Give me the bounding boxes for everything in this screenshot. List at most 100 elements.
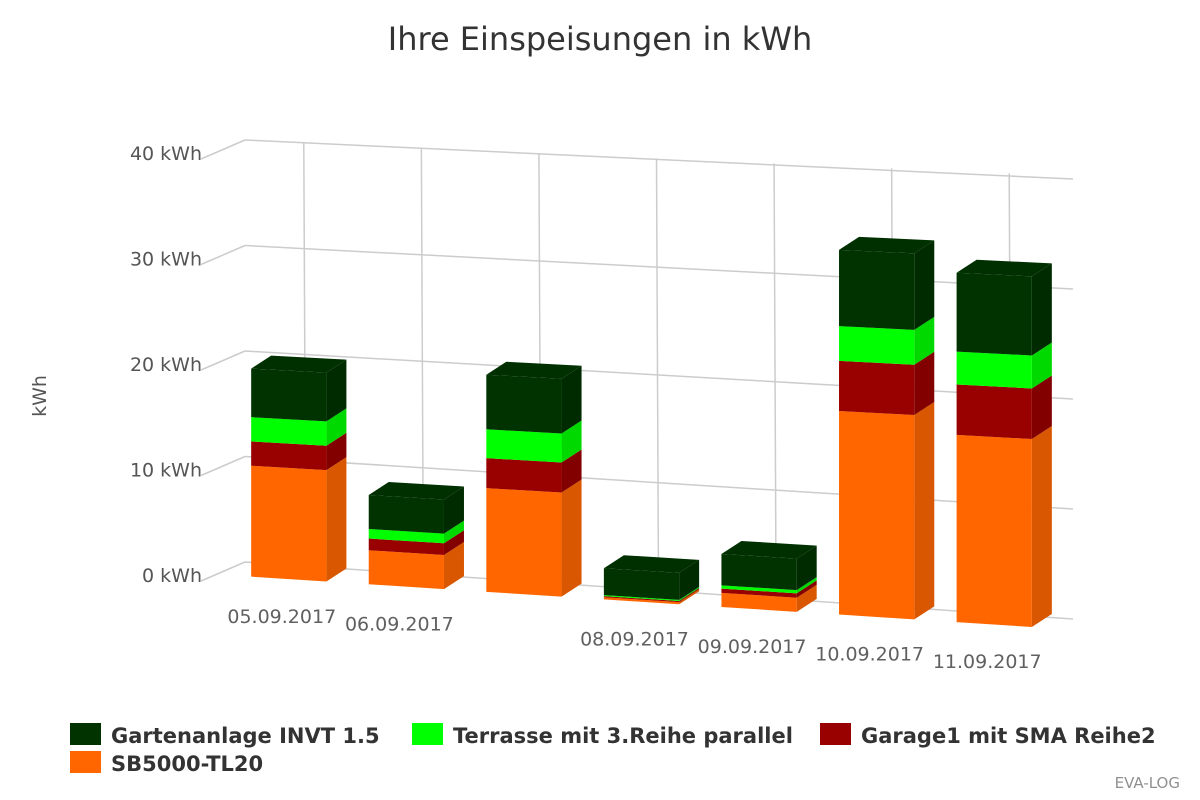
grid-line: [244, 350, 1074, 400]
bar-segment-garage1-mit-sma-reihe2-side[interactable]: [914, 351, 935, 416]
grid-line: [244, 455, 1074, 510]
bar-segment-garage1-mit-sma-reihe2[interactable]: [956, 384, 1032, 440]
bar-segment-sb5000-tl20[interactable]: [956, 434, 1032, 627]
bar-segment-garage1-mit-sma-reihe2[interactable]: [839, 360, 915, 416]
y-tick-label: 10 kWh: [130, 460, 202, 482]
x-tick-label: 08.09.2017: [580, 629, 689, 651]
bar-segment-sb5000-tl20[interactable]: [486, 488, 562, 597]
bar-segment-gartenanlage-invt-1-5[interactable]: [486, 374, 562, 434]
bar-segment-sb5000-tl20-side[interactable]: [1031, 426, 1052, 627]
bar-segment-garage1-mit-sma-reihe2[interactable]: [603, 596, 680, 603]
bar-segment-garage1-mit-sma-reihe2[interactable]: [368, 538, 444, 555]
grid-line: [244, 139, 1074, 180]
x-axis-labels: 05.09.2017 06.09.2017 08.09.2017 09.09.2017…: [227, 606, 1041, 673]
legend-item[interactable]: Gartenanlage INVT 1.5: [70, 723, 380, 748]
legend-swatch: [70, 751, 101, 773]
bar-segment-gartenanlage-invt-1-5-side[interactable]: [561, 365, 582, 434]
bar-segment-gartenanlage-invt-1-5[interactable]: [368, 494, 444, 534]
credit-label[interactable]: EVA-LOG: [1115, 774, 1180, 792]
bar-segment-terrasse-mit-3-reihe-parallel-side[interactable]: [443, 520, 464, 544]
bar-segment-sb5000-tl20[interactable]: [721, 592, 797, 612]
legend-item[interactable]: Garage1 mit SMA Reihe2: [820, 723, 1156, 748]
bar-stack[interactable]: [839, 236, 935, 620]
bar-segment-sb5000-tl20-side[interactable]: [679, 589, 700, 605]
bar-segment-garage1-mit-sma-reihe2-side[interactable]: [561, 449, 582, 493]
bar-segment-terrasse-mit-3-reihe-parallel[interactable]: [956, 351, 1032, 389]
bar-top[interactable]: [368, 481, 464, 500]
bar-segment-gartenanlage-invt-1-5-side[interactable]: [679, 559, 700, 600]
bar-segment-terrasse-mit-3-reihe-parallel[interactable]: [486, 429, 562, 463]
bar-segment-garage1-mit-sma-reihe2-side[interactable]: [326, 432, 347, 471]
bar-segment-terrasse-mit-3-reihe-parallel-side[interactable]: [679, 586, 700, 602]
bar-segment-terrasse-mit-3-reihe-parallel[interactable]: [603, 595, 680, 602]
bar-segment-gartenanlage-invt-1-5-side[interactable]: [443, 486, 464, 534]
y-axis-ticks: 0 kWh 10 kWh 20 kWh 30 kWh 40 kWh: [130, 143, 202, 587]
bar-stack[interactable]: [251, 355, 347, 582]
y-tick-label: 30 kWh: [130, 249, 202, 271]
bar-stack[interactable]: [486, 361, 582, 597]
x-tick-label: 10.09.2017: [815, 644, 924, 666]
bar-segment-gartenanlage-invt-1-5[interactable]: [251, 368, 327, 422]
bar-segment-garage1-mit-sma-reihe2[interactable]: [486, 458, 562, 493]
bar-segment-sb5000-tl20[interactable]: [839, 410, 915, 620]
bar-segment-terrasse-mit-3-reihe-parallel[interactable]: [251, 417, 327, 446]
legend-item[interactable]: Terrasse mit 3.Reihe parallel: [412, 723, 793, 748]
bar-segment-gartenanlage-invt-1-5[interactable]: [956, 272, 1032, 356]
bar-segment-gartenanlage-invt-1-5[interactable]: [839, 249, 915, 330]
legend-label: Garage1 mit SMA Reihe2: [861, 724, 1156, 748]
bar-segment-garage1-mit-sma-reihe2-side[interactable]: [443, 530, 464, 555]
bar-segment-sb5000-tl20[interactable]: [251, 465, 327, 582]
bar-top[interactable]: [251, 355, 347, 373]
bar-top[interactable]: [486, 361, 582, 379]
bar-top[interactable]: [603, 555, 700, 573]
bar-segment-garage1-mit-sma-reihe2-side[interactable]: [796, 580, 817, 598]
x-tick-label: 11.09.2017: [933, 651, 1042, 673]
bar-segment-terrasse-mit-3-reihe-parallel-side[interactable]: [561, 420, 582, 463]
bar-segment-gartenanlage-invt-1-5-side[interactable]: [796, 545, 817, 591]
grid-line-side: [200, 561, 246, 582]
y-axis-title: kWh: [29, 375, 51, 417]
grid-line-vertical: [655, 158, 660, 590]
bar-segment-gartenanlage-invt-1-5[interactable]: [603, 568, 680, 600]
bar-segment-terrasse-mit-3-reihe-parallel-side[interactable]: [1031, 342, 1052, 389]
grid-line: [244, 244, 1074, 290]
bar-segment-terrasse-mit-3-reihe-parallel-side[interactable]: [326, 408, 347, 446]
legend-item[interactable]: SB5000-TL20: [70, 751, 263, 776]
bar-top[interactable]: [839, 236, 935, 254]
legend[interactable]: Gartenanlage INVT 1.5 Terrasse mit 3.Reih…: [70, 723, 1156, 776]
bar-top[interactable]: [956, 259, 1052, 277]
legend-label: Gartenanlage INVT 1.5: [111, 724, 380, 748]
bar-stack[interactable]: [956, 259, 1052, 627]
bar-segment-gartenanlage-invt-1-5-side[interactable]: [326, 359, 347, 422]
bar-segment-sb5000-tl20[interactable]: [368, 550, 444, 590]
bar-segment-garage1-mit-sma-reihe2-side[interactable]: [1031, 375, 1052, 440]
bar-stack[interactable]: [603, 555, 700, 605]
bar-segment-sb5000-tl20-side[interactable]: [561, 479, 582, 597]
bar-segment-terrasse-mit-3-reihe-parallel[interactable]: [839, 326, 915, 365]
x-tick-label: 05.09.2017: [227, 606, 336, 628]
legend-swatch: [412, 723, 443, 745]
bar-segment-terrasse-mit-3-reihe-parallel-side[interactable]: [914, 316, 935, 365]
bar-segment-gartenanlage-invt-1-5-side[interactable]: [914, 240, 935, 330]
grid-line-side: [200, 244, 246, 266]
x-tick-label: 06.09.2017: [345, 613, 454, 635]
bar-segment-garage1-mit-sma-reihe2[interactable]: [721, 588, 797, 598]
bar-segment-terrasse-mit-3-reihe-parallel-side[interactable]: [796, 577, 817, 594]
chart-title: Ihre Einspeisungen in kWh: [388, 20, 812, 58]
bar-segment-terrasse-mit-3-reihe-parallel[interactable]: [368, 528, 444, 544]
bar-segment-gartenanlage-invt-1-5-side[interactable]: [1031, 263, 1052, 356]
bar-stack[interactable]: [368, 481, 464, 590]
bar-stack[interactable]: [721, 540, 817, 612]
bar-segment-terrasse-mit-3-reihe-parallel[interactable]: [721, 585, 797, 594]
bar-segment-garage1-mit-sma-reihe2-side[interactable]: [679, 588, 700, 603]
bar-segment-sb5000-tl20-side[interactable]: [326, 457, 347, 582]
bar-segment-sb5000-tl20-side[interactable]: [443, 541, 464, 590]
bar-segment-sb5000-tl20[interactable]: [603, 597, 680, 605]
bar-top[interactable]: [721, 540, 817, 559]
bar-segment-sb5000-tl20-side[interactable]: [796, 584, 817, 612]
bar-segment-garage1-mit-sma-reihe2[interactable]: [251, 441, 327, 471]
x-tick-label: 09.09.2017: [698, 636, 807, 658]
bar-segment-sb5000-tl20-side[interactable]: [914, 402, 935, 620]
bar-segment-gartenanlage-invt-1-5[interactable]: [721, 553, 797, 591]
